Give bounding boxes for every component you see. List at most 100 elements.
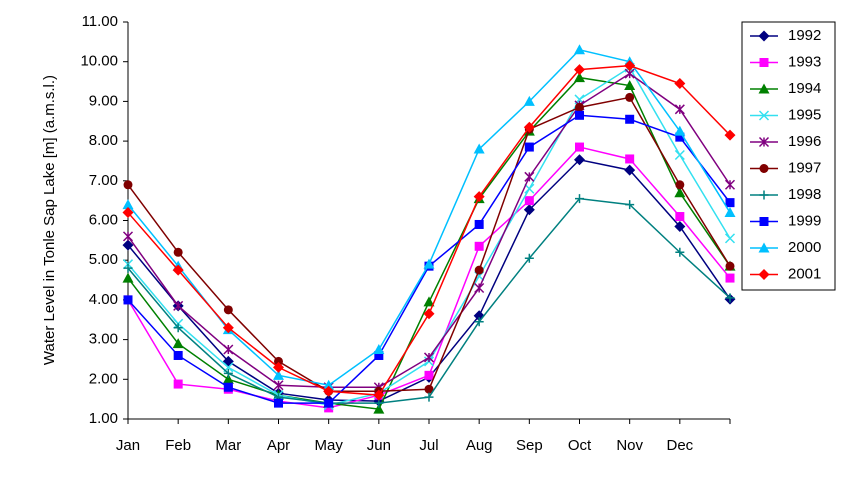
marker: [524, 196, 534, 206]
y-tick-label: 3.00: [89, 331, 118, 348]
marker: [223, 344, 234, 355]
marker: [758, 136, 770, 148]
marker: [574, 72, 585, 83]
marker: [575, 110, 584, 120]
marker: [423, 308, 435, 320]
marker: [725, 273, 735, 283]
y-tick-label: 8.00: [89, 132, 118, 149]
y-axis-label: Water Level in Tonle Sap Lake [m] (a.m.s…: [41, 75, 58, 365]
marker: [759, 58, 769, 67]
marker: [373, 389, 385, 401]
x-tick-label: May: [314, 437, 343, 454]
marker: [624, 60, 636, 72]
x-tick-label: Feb: [165, 437, 191, 454]
marker: [724, 129, 736, 141]
marker: [123, 180, 133, 190]
marker: [274, 356, 283, 366]
marker: [423, 258, 435, 269]
marker: [574, 44, 585, 55]
marker: [273, 369, 284, 380]
x-tick-label: Jun: [367, 437, 391, 454]
marker: [523, 204, 535, 216]
marker: [473, 143, 485, 154]
marker: [725, 293, 735, 303]
y-tick-label: 6.00: [89, 211, 118, 228]
legend-label: 1999: [788, 212, 821, 229]
marker: [524, 253, 534, 263]
legend-label: 2000: [788, 239, 821, 256]
marker: [675, 132, 685, 142]
marker: [324, 398, 334, 408]
marker: [474, 219, 484, 229]
marker: [759, 190, 769, 200]
marker: [575, 194, 584, 204]
marker: [173, 323, 183, 333]
marker: [474, 241, 484, 251]
marker: [674, 149, 685, 161]
series-line: [127, 48, 731, 387]
marker: [524, 183, 535, 194]
marker: [725, 198, 735, 208]
legend-box: [741, 21, 836, 291]
marker: [574, 154, 585, 166]
marker: [173, 379, 183, 389]
legend-label: 1997: [788, 159, 821, 176]
marker: [122, 231, 134, 242]
marker: [424, 392, 434, 402]
legend-label: 1992: [788, 27, 821, 44]
marker: [624, 164, 636, 176]
series-line: [127, 72, 731, 388]
marker: [674, 187, 686, 198]
marker: [122, 207, 134, 219]
marker: [173, 300, 184, 311]
marker: [624, 80, 636, 91]
marker: [122, 199, 134, 210]
marker: [674, 78, 686, 90]
legend-label: 2001: [788, 265, 821, 282]
marker: [274, 398, 283, 408]
marker: [374, 350, 384, 360]
marker: [625, 200, 635, 210]
marker: [674, 125, 686, 136]
y-tick-label: 11.00: [82, 13, 118, 30]
marker: [324, 403, 334, 413]
series-line: [127, 96, 731, 392]
legend-label: 1995: [788, 106, 821, 123]
marker: [474, 282, 485, 294]
marker: [724, 179, 736, 190]
series-line: [127, 146, 731, 409]
x-tick-label: Oct: [568, 437, 592, 454]
x-tick-label: Nov: [616, 437, 643, 454]
marker: [725, 261, 735, 271]
marker: [122, 272, 134, 283]
marker: [759, 164, 769, 173]
x-tick-label: Jul: [419, 437, 438, 454]
marker: [524, 171, 535, 182]
marker: [172, 264, 184, 276]
x-tick-label: Mar: [215, 437, 241, 454]
marker: [123, 263, 133, 273]
marker: [173, 247, 183, 257]
marker: [758, 242, 770, 253]
marker: [373, 403, 385, 414]
marker: [172, 338, 184, 349]
marker: [575, 142, 584, 152]
y-tick-label: 9.00: [89, 92, 118, 109]
marker: [223, 368, 233, 378]
marker: [625, 154, 635, 164]
y-tick-label: 2.00: [89, 370, 118, 387]
marker: [223, 305, 233, 315]
x-tick-label: Aug: [466, 437, 493, 454]
marker: [323, 385, 335, 397]
marker: [675, 180, 685, 190]
legend-label: 1993: [788, 53, 821, 70]
marker: [474, 265, 484, 275]
marker: [523, 95, 535, 106]
marker: [474, 317, 484, 327]
marker: [674, 104, 685, 115]
marker: [424, 370, 434, 380]
marker: [758, 110, 770, 121]
marker: [575, 102, 584, 112]
y-tick-label: 7.00: [89, 172, 118, 189]
